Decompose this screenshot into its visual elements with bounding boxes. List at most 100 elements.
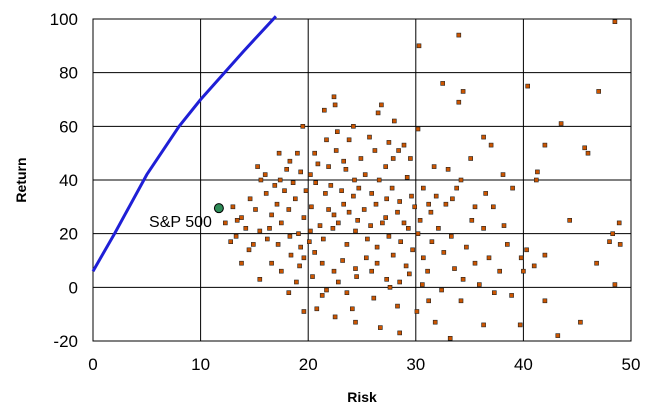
data-point — [585, 150, 591, 156]
data-point — [349, 306, 355, 312]
data-point — [278, 268, 284, 274]
data-point — [234, 218, 240, 223]
data-point — [368, 223, 373, 228]
data-point — [356, 185, 362, 191]
data-point — [617, 242, 623, 247]
data-point — [369, 268, 375, 274]
data-point — [303, 188, 309, 193]
data-point — [346, 137, 352, 143]
data-point — [406, 271, 412, 277]
data-point — [497, 268, 503, 274]
data-point — [464, 244, 469, 250]
data-point — [490, 204, 496, 210]
data-point — [332, 314, 338, 320]
data-point — [306, 239, 312, 244]
data-point — [417, 218, 423, 223]
data-point — [284, 167, 290, 172]
data-point — [296, 231, 301, 236]
data-point — [290, 180, 296, 185]
data-point — [403, 263, 409, 269]
data-point — [386, 140, 392, 145]
y-tick-label: 0 — [69, 278, 78, 297]
data-point — [596, 89, 602, 94]
x-tick-label: 50 — [622, 355, 641, 374]
data-point — [333, 148, 339, 153]
data-point — [472, 260, 478, 266]
data-point — [397, 279, 403, 285]
data-point — [500, 172, 506, 177]
data-point — [230, 204, 236, 210]
y-tick-label: 40 — [59, 171, 78, 190]
data-point — [319, 293, 325, 298]
data-point — [352, 177, 357, 183]
data-point — [481, 322, 486, 328]
data-point — [300, 124, 306, 129]
data-point — [425, 268, 430, 274]
data-point — [521, 268, 526, 274]
data-point — [308, 228, 313, 234]
data-point — [326, 164, 331, 169]
y-tick-label: 100 — [50, 10, 78, 29]
data-point — [578, 319, 583, 325]
data-point — [440, 81, 446, 86]
data-point — [355, 218, 361, 223]
data-point — [488, 142, 494, 148]
data-point — [389, 185, 395, 191]
data-point — [441, 250, 447, 255]
data-point — [323, 191, 328, 196]
y-tick-labels: -20 0 20 40 60 80 100 — [50, 10, 78, 351]
data-point — [517, 322, 523, 328]
data-point — [458, 298, 464, 304]
data-point — [535, 169, 540, 175]
data-point — [510, 185, 515, 191]
data-point — [310, 274, 315, 279]
data-point — [367, 134, 372, 140]
data-point — [365, 236, 370, 242]
data-point — [335, 220, 341, 226]
data-point — [287, 234, 293, 239]
data-point — [373, 201, 379, 207]
data-point — [419, 282, 425, 287]
frontier-line — [91, 15, 278, 272]
data-point — [295, 150, 300, 156]
data-point — [391, 118, 397, 124]
data-point — [518, 255, 524, 261]
data-point — [317, 223, 323, 228]
data-point — [353, 266, 358, 271]
data-point — [432, 319, 438, 325]
data-point — [354, 274, 359, 279]
data-point — [371, 295, 377, 301]
grid — [92, 18, 632, 342]
data-point — [298, 244, 304, 250]
data-point — [594, 260, 599, 266]
data-point — [408, 156, 413, 161]
plot-frame — [92, 18, 632, 342]
data-point — [344, 290, 350, 296]
data-point — [481, 134, 486, 140]
x-tick-label: 30 — [406, 355, 425, 374]
data-point — [404, 175, 410, 180]
data-point — [386, 234, 392, 239]
data-point — [395, 303, 400, 309]
frontier — [91, 15, 278, 272]
data-point — [286, 290, 292, 296]
data-point — [426, 298, 432, 304]
data-point — [269, 260, 274, 266]
data-point — [401, 220, 407, 226]
data-point — [331, 94, 337, 100]
data-point — [301, 215, 307, 220]
data-point — [257, 276, 263, 282]
data-point — [263, 191, 269, 196]
data-point — [321, 107, 327, 113]
data-point — [428, 209, 434, 215]
data-point — [458, 177, 464, 183]
x-tick-label: 20 — [299, 355, 318, 374]
data-point — [257, 228, 263, 234]
data-point — [331, 268, 337, 274]
x-tick-label: 10 — [191, 355, 210, 374]
data-point — [483, 191, 489, 196]
data-point — [262, 172, 268, 177]
data-point — [452, 266, 457, 271]
data-point — [447, 335, 453, 341]
x-tick-labels: 0 10 20 30 40 50 — [88, 355, 640, 374]
